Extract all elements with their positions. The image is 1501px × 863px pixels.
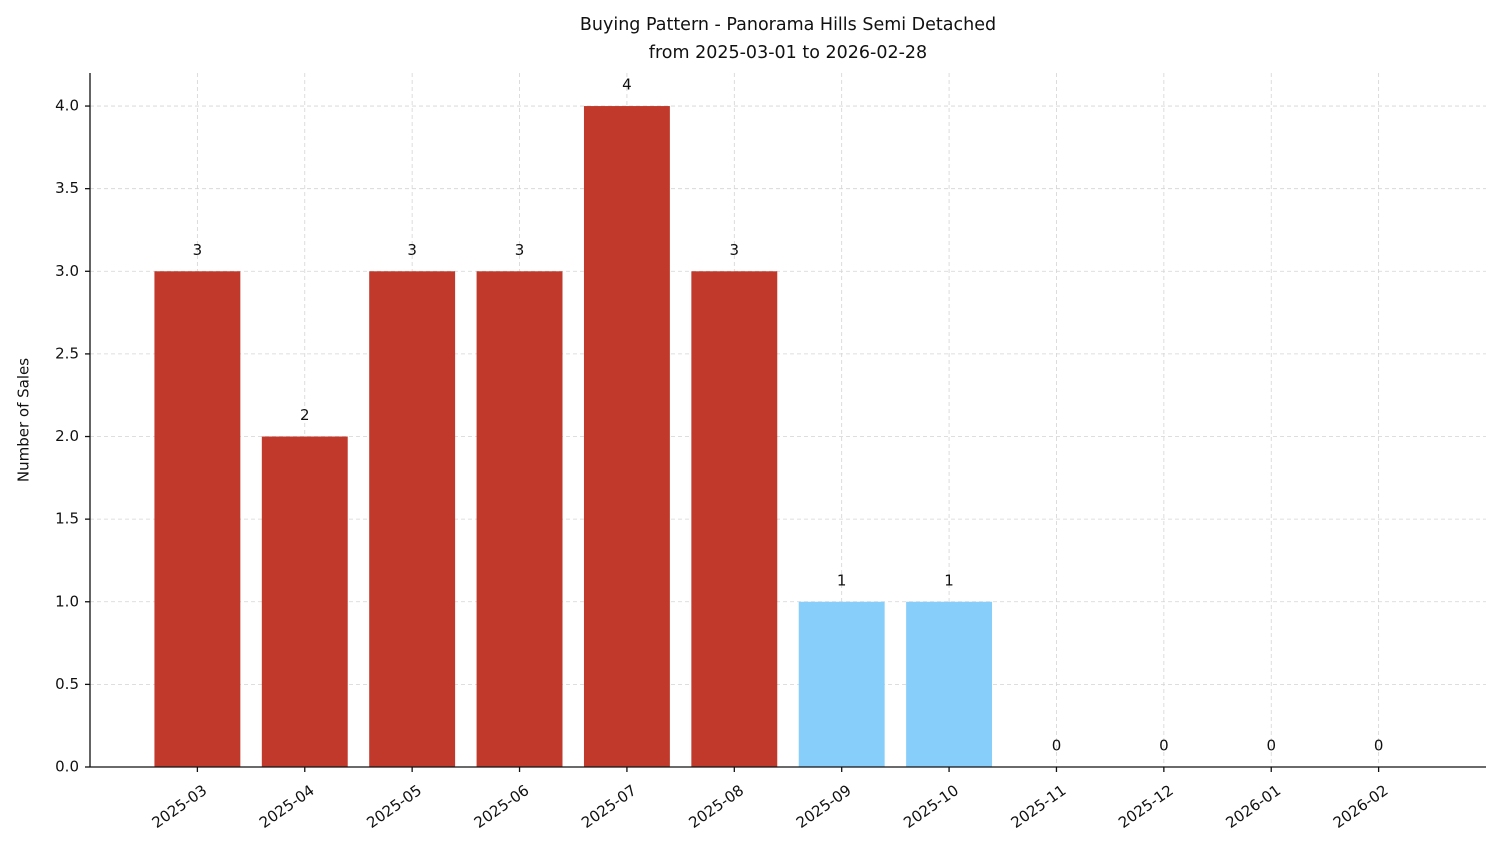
x-tick-label: 2026-02 [1330, 781, 1392, 832]
data-label: 4 [622, 76, 632, 94]
x-tick-label: 2025-04 [256, 781, 318, 832]
chart-title: Buying Pattern - Panorama Hills Semi Det… [580, 15, 996, 35]
x-tick-label: 2025-12 [1115, 781, 1177, 832]
data-label: 0 [1159, 737, 1169, 755]
data-label: 1 [837, 571, 847, 589]
y-tick-label: 1.0 [55, 592, 79, 610]
data-label: 1 [944, 571, 954, 589]
data-label: 0 [1052, 737, 1062, 755]
y-tick-label: 3.5 [55, 179, 79, 197]
y-tick-label: 3.0 [55, 262, 79, 280]
bar [154, 271, 241, 767]
bar [798, 601, 885, 767]
x-tick-label: 2026-01 [1222, 781, 1284, 832]
x-tick-label: 2025-10 [900, 781, 962, 832]
bar [369, 271, 456, 767]
data-label: 3 [730, 241, 740, 259]
y-tick-label: 0.5 [55, 675, 79, 693]
x-tick-label: 2025-11 [1008, 781, 1070, 832]
bar [583, 106, 670, 768]
chart-subtitle: from 2025-03-01 to 2026-02-28 [649, 43, 927, 63]
data-label: 3 [193, 241, 203, 259]
data-label: 3 [515, 241, 525, 259]
x-tick-label: 2025-03 [149, 781, 211, 832]
data-label: 0 [1266, 737, 1276, 755]
y-tick-label: 0.0 [55, 758, 79, 776]
bar [906, 601, 993, 767]
y-axis-label: Number of Sales [15, 358, 33, 482]
bar [691, 271, 778, 767]
data-label: 0 [1374, 737, 1384, 755]
data-label: 3 [407, 241, 417, 259]
x-tick-label: 2025-09 [793, 781, 855, 832]
bar [476, 271, 563, 767]
y-tick-label: 2.5 [55, 344, 79, 362]
y-tick-label: 2.0 [55, 427, 79, 445]
x-tick-label: 2025-07 [578, 781, 640, 832]
x-tick-label: 2025-08 [686, 781, 748, 832]
x-tick-label: 2025-06 [471, 781, 533, 832]
data-label: 2 [300, 406, 310, 424]
bar [261, 436, 348, 767]
x-tick-label: 2025-05 [363, 781, 425, 832]
y-tick-label: 4.0 [55, 97, 79, 115]
y-tick-label: 1.5 [55, 510, 79, 528]
